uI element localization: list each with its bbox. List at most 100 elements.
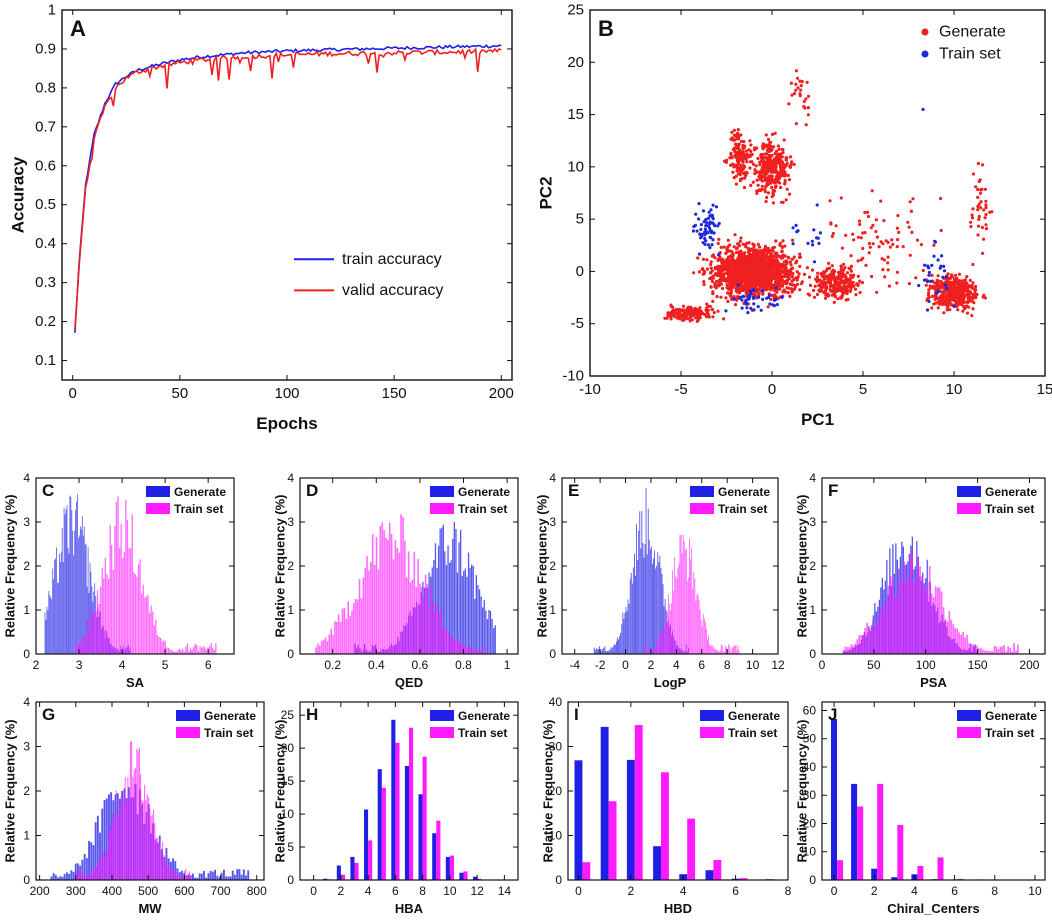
scatter-point xyxy=(697,217,701,221)
scatter-point xyxy=(932,243,936,247)
scatter-point xyxy=(783,290,787,294)
histogram-bar xyxy=(460,530,462,654)
histogram-bar xyxy=(623,619,625,654)
histogram-bar xyxy=(634,553,635,654)
histogram-bar xyxy=(923,586,925,654)
histogram-bar xyxy=(385,537,387,654)
histogram-bar xyxy=(50,876,53,880)
histogram-bar xyxy=(202,646,204,654)
x-tick-label: 0.6 xyxy=(412,658,429,672)
scatter-point xyxy=(763,173,767,177)
scatter-point xyxy=(751,261,755,265)
histogram-bar xyxy=(49,594,51,654)
scatter-point xyxy=(799,282,804,286)
y-axis-label: Relative Frequency (%) xyxy=(273,719,288,862)
histogram-bar xyxy=(63,507,65,654)
scatter-point xyxy=(764,133,768,137)
histogram-bar xyxy=(958,632,960,654)
scatter-point xyxy=(755,261,759,265)
scatter-point xyxy=(736,146,740,150)
scatter-point xyxy=(722,317,726,321)
histogram-bar xyxy=(428,609,431,654)
scatter-point xyxy=(919,243,924,247)
histogram-bar xyxy=(983,650,986,654)
histogram-bar xyxy=(663,623,665,654)
scatter-point xyxy=(758,285,762,289)
scatter-point xyxy=(956,282,960,286)
scatter-point xyxy=(871,242,875,246)
scatter-point xyxy=(961,309,965,313)
scatter-point xyxy=(755,264,759,269)
scatter-point xyxy=(968,291,973,295)
histogram-bar xyxy=(472,648,474,654)
scatter-point xyxy=(939,279,943,284)
scatter-point xyxy=(711,276,716,280)
y-tick-label: 30 xyxy=(549,740,563,754)
scatter-point xyxy=(967,305,971,309)
legend-swatch-generate xyxy=(700,710,724,721)
histogram-bar xyxy=(356,648,358,654)
scatter-point xyxy=(863,231,867,235)
scatter-point xyxy=(940,254,944,258)
scatter-point xyxy=(791,226,795,230)
histogram-bar xyxy=(105,798,108,880)
histogram-bar xyxy=(851,647,853,654)
histogram-bar xyxy=(889,576,892,654)
scatter-point xyxy=(971,281,975,285)
histogram-bar xyxy=(616,641,617,654)
scatter-point xyxy=(757,275,761,279)
histogram-bar xyxy=(174,651,176,654)
histogram-bar xyxy=(661,632,663,654)
bar xyxy=(713,860,722,880)
scatter-point xyxy=(767,278,771,282)
histogram-bar xyxy=(180,650,182,654)
scatter-point xyxy=(711,299,715,303)
histogram-bar xyxy=(655,568,657,654)
x-tick-label: 400 xyxy=(102,884,122,898)
scatter-point xyxy=(971,292,975,297)
scatter-point xyxy=(774,169,778,173)
histogram-bar xyxy=(155,619,157,654)
scatter-point xyxy=(917,283,921,288)
histogram-bar xyxy=(696,595,698,654)
scatter-point xyxy=(745,160,749,164)
histogram-bar xyxy=(466,576,468,654)
scatter-point xyxy=(965,292,970,296)
scatter-point xyxy=(778,243,782,247)
histogram-bar xyxy=(167,647,170,654)
scatter-point xyxy=(782,254,786,258)
legend-label: Train set xyxy=(939,46,1001,63)
histogram-bar xyxy=(57,582,58,654)
histogram-bar xyxy=(718,651,720,654)
scatter-point xyxy=(847,279,851,283)
histogram-bar xyxy=(60,551,62,654)
scatter-point xyxy=(716,224,720,228)
scatter-point xyxy=(681,304,686,308)
scatter-point xyxy=(757,175,761,179)
legend-label: valid accuracy xyxy=(342,282,443,299)
histogram-bar xyxy=(1009,648,1011,654)
scatter-point xyxy=(749,306,753,310)
histogram-bar xyxy=(434,543,437,654)
histogram-bar xyxy=(80,526,81,654)
legend-label: Train set xyxy=(204,726,253,740)
histogram-bar xyxy=(104,557,106,654)
histogram-bar xyxy=(896,559,898,654)
scatter-point xyxy=(745,277,750,281)
scatter-point xyxy=(771,249,775,253)
histogram-bar xyxy=(164,641,166,654)
scatter-point xyxy=(739,170,743,174)
histogram-bar xyxy=(612,645,614,654)
y-axis-label: Relative Frequency (%) xyxy=(3,494,18,637)
scatter-point xyxy=(825,267,830,271)
scatter-point xyxy=(752,253,756,257)
histogram-bar xyxy=(87,619,89,654)
histogram-bar xyxy=(105,629,107,654)
scatter-point xyxy=(717,278,721,282)
scatter-point xyxy=(767,293,772,297)
histogram-bar xyxy=(686,581,688,654)
scatter-point xyxy=(738,269,742,273)
histogram-bar xyxy=(673,591,675,654)
bar xyxy=(626,759,635,880)
